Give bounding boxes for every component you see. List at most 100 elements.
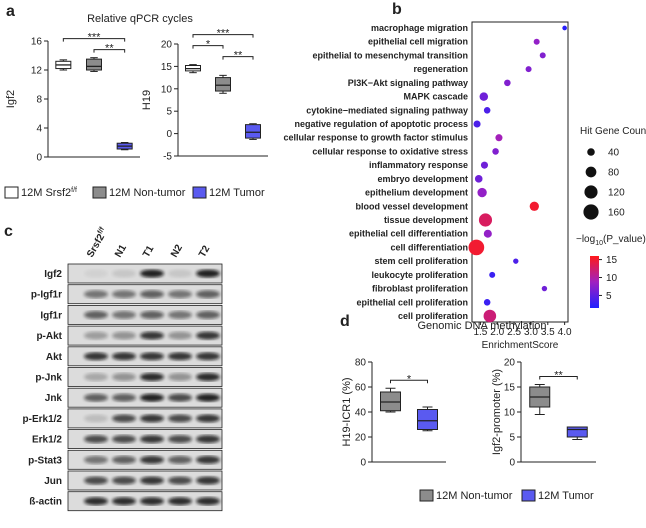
significance-bracket bbox=[222, 56, 254, 60]
blot-band bbox=[168, 310, 192, 319]
legend-label: 12M Non-tumor bbox=[436, 490, 513, 502]
dot bbox=[525, 66, 532, 73]
y-tick-label: 5 bbox=[166, 107, 172, 118]
lane-label-text: T1 bbox=[141, 244, 157, 260]
y-tick-label: embryo development bbox=[377, 174, 468, 184]
blot-band bbox=[140, 435, 164, 444]
box bbox=[215, 77, 231, 92]
significance-label: ** bbox=[105, 43, 114, 55]
significance-bracket bbox=[192, 45, 224, 49]
dot bbox=[541, 285, 548, 292]
blot-band bbox=[140, 497, 164, 506]
lane-label: T1 bbox=[141, 244, 157, 260]
y-tick-label: 0 bbox=[166, 129, 172, 140]
blot-band bbox=[112, 310, 136, 319]
box bbox=[566, 426, 588, 438]
blot-band bbox=[84, 414, 108, 423]
blot-band bbox=[140, 393, 164, 402]
lane-label-text: Srsf2 bbox=[85, 232, 107, 260]
dot bbox=[473, 120, 481, 128]
dot bbox=[483, 309, 497, 323]
lane-label: N2 bbox=[169, 243, 185, 260]
box bbox=[245, 124, 261, 139]
y-axis-label: Igf2-promoter (%) bbox=[491, 369, 503, 455]
blot-band bbox=[140, 331, 164, 340]
y-tick-label: negative regulation of apoptotic process bbox=[294, 119, 468, 129]
significance-bracket bbox=[192, 34, 254, 38]
panel-label: b bbox=[392, 1, 402, 18]
protein-label: p-Akt bbox=[36, 331, 62, 342]
protein-label: p-Jnk bbox=[35, 373, 62, 384]
blot-band bbox=[196, 310, 220, 319]
y-tick-label: inflammatory response bbox=[369, 160, 468, 170]
y-tick-label: 60 bbox=[355, 383, 367, 394]
blot-band bbox=[112, 373, 136, 381]
lane-label: N1 bbox=[113, 243, 129, 260]
dot bbox=[562, 25, 567, 31]
protein-label: Erk1/2 bbox=[32, 435, 62, 446]
blot-band bbox=[84, 393, 108, 402]
dot bbox=[513, 258, 519, 264]
dot bbox=[483, 106, 491, 114]
blot-band bbox=[196, 455, 220, 464]
colorbar-title-part: −log bbox=[576, 234, 595, 245]
blot-band bbox=[84, 269, 108, 278]
size-legend-label: 40 bbox=[608, 148, 620, 159]
blot-band bbox=[84, 497, 108, 506]
y-tick-label: 0 bbox=[36, 153, 42, 164]
y-tick-label: 15 bbox=[161, 62, 173, 73]
lane-label-sup: f/f bbox=[97, 226, 107, 236]
size-legend-label: 80 bbox=[608, 168, 620, 179]
blot-band bbox=[168, 331, 192, 340]
dot bbox=[483, 229, 492, 238]
protein-label: Jnk bbox=[45, 393, 63, 404]
dot bbox=[483, 298, 491, 306]
dot bbox=[480, 161, 489, 169]
colorbar-title-part: 10 bbox=[595, 240, 603, 247]
dot bbox=[504, 79, 511, 87]
blot-band bbox=[140, 455, 164, 464]
x-tick-label: 4.0 bbox=[558, 327, 572, 338]
y-tick-label: 80 bbox=[355, 358, 367, 369]
y-tick-label: 12 bbox=[31, 66, 43, 77]
blot-band bbox=[196, 435, 220, 444]
lane-label-text: T2 bbox=[197, 244, 213, 260]
y-tick-label: epithelial cell migration bbox=[368, 37, 468, 47]
box bbox=[86, 58, 102, 71]
y-tick-label: cellular response to growth factor stimu… bbox=[283, 133, 468, 143]
y-tick-label: 8 bbox=[36, 95, 42, 106]
blot-band bbox=[168, 414, 192, 423]
legend-label: 12M Srsf2f/f bbox=[21, 187, 77, 199]
blot-band bbox=[84, 352, 108, 361]
size-legend-label: 160 bbox=[608, 208, 625, 219]
y-tick-label: 0 bbox=[360, 458, 366, 469]
colorbar-tick-label: 5 bbox=[606, 291, 612, 302]
blot-band bbox=[84, 455, 108, 464]
panel-label: a bbox=[6, 3, 15, 20]
x-tick-label: 1.5 bbox=[473, 327, 487, 338]
size-legend-title: Hit Gene Counts bbox=[580, 126, 646, 137]
protein-label: Igf2 bbox=[44, 269, 62, 280]
y-tick-label: epithelium development bbox=[365, 188, 468, 198]
blot-band bbox=[112, 497, 136, 506]
significance-label: ** bbox=[554, 370, 563, 382]
legend-label: 12M Tumor bbox=[209, 187, 265, 199]
blot-band bbox=[168, 393, 192, 402]
y-tick-label: PI3K−Akt signaling pathway bbox=[348, 78, 468, 88]
blot-band bbox=[140, 269, 164, 278]
x-tick-label: 2.0 bbox=[490, 327, 504, 338]
size-legend-dot bbox=[585, 166, 597, 178]
protein-label: p-Erk1/2 bbox=[23, 414, 63, 425]
blot-band bbox=[112, 455, 136, 464]
y-tick-label: 5 bbox=[509, 433, 515, 444]
y-tick-label: 20 bbox=[161, 40, 173, 51]
blot-band bbox=[196, 352, 220, 361]
dot bbox=[539, 52, 546, 59]
legend-swatch bbox=[92, 186, 107, 199]
dot bbox=[529, 201, 539, 211]
legend-label-sup: f/f bbox=[71, 187, 77, 194]
significance-bracket bbox=[93, 49, 126, 53]
blot-band bbox=[196, 290, 220, 299]
y-tick-label: cell differentiation bbox=[390, 242, 468, 252]
